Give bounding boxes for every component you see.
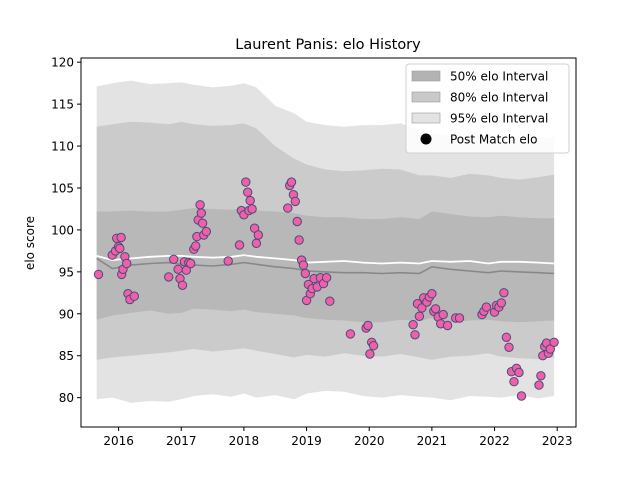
post-match-elo-point (549, 337, 559, 347)
y-tick-label: 80 (59, 391, 74, 405)
legend-label: 95% elo Interval (450, 112, 548, 126)
legend: 50% elo Interval 80% elo Interval 95% elo … (405, 63, 570, 154)
post-match-elo-point (410, 330, 420, 340)
post-match-elo-point (454, 313, 465, 323)
post-match-elo-point (177, 280, 188, 290)
post-match-elo-point (191, 241, 201, 251)
post-match-elo-point (294, 235, 304, 245)
band-50-interval (96, 208, 555, 323)
y-tick-label: 100 (51, 223, 74, 237)
post-match-elo-point (430, 304, 441, 314)
post-match-elo-point (286, 177, 297, 187)
post-match-elo-point (345, 329, 356, 339)
post-match-elo-point (247, 204, 257, 214)
post-match-elo-point (534, 380, 544, 390)
post-match-elo-point (321, 273, 332, 283)
y-tick-label: 115 (51, 98, 74, 112)
post-match-elo-point (325, 296, 335, 306)
axes: 2016 2017 2018 2019 2020 2021 2022 2023 80 85 90 95… (51, 56, 577, 448)
legend-label: Post Match elo (450, 133, 537, 147)
x-tick-label: 2019 (291, 434, 322, 448)
post-match-elo-point (196, 208, 207, 218)
legend-marker (420, 133, 432, 145)
post-match-elo-point (414, 311, 425, 321)
post-match-elo-point (201, 226, 212, 237)
y-tick-label: 85 (59, 349, 74, 363)
post-match-elo-point (234, 240, 245, 250)
x-tick-label: 2020 (354, 434, 385, 448)
post-match-elo-point (115, 243, 125, 254)
legend-swatch (411, 91, 441, 103)
post-match-elo-point (292, 216, 302, 227)
x-tick-label: 2017 (166, 434, 197, 448)
legend-box (405, 63, 570, 154)
y-tick-label: 120 (51, 56, 74, 70)
y-tick-label: 105 (51, 181, 74, 195)
post-match-elo-point (223, 256, 233, 266)
legend-swatch (411, 112, 441, 124)
post-match-elo-point (245, 195, 255, 206)
post-match-elo-point (368, 341, 379, 351)
post-match-elo-point (516, 391, 527, 401)
legend-label: 50% elo Interval (450, 70, 548, 84)
post-match-elo-point (427, 289, 437, 299)
post-match-elo-point (417, 303, 427, 313)
post-match-elo-point (169, 254, 179, 264)
plot-frame (80, 57, 577, 428)
post-match-elo-point (363, 320, 373, 331)
legend-label: 80% elo Interval (450, 91, 548, 105)
post-match-elo-point (195, 200, 205, 210)
post-match-elo-point (481, 302, 492, 312)
post-match-elo-point (514, 367, 524, 378)
post-match-elo-point (365, 349, 375, 359)
post-match-elo-point (438, 309, 448, 320)
plot-area (93, 80, 559, 403)
x-tick-label: 2016 (103, 434, 134, 448)
x-tick-label: 2022 (479, 434, 510, 448)
post-match-elo-point (241, 177, 251, 187)
post-match-elo-point (173, 264, 183, 274)
post-match-elo-point (290, 196, 300, 207)
y-tick-label: 90 (59, 307, 74, 321)
x-tick-label: 2023 (542, 434, 573, 448)
post-match-elo-point (408, 320, 418, 330)
legend-swatch (411, 70, 441, 82)
post-match-elo-point (186, 258, 196, 269)
post-match-elo-point (442, 320, 453, 331)
post-match-elo-point (501, 332, 512, 342)
post-match-elo-point (243, 187, 253, 197)
post-match-elo-point (122, 258, 132, 269)
post-match-elo-point (253, 230, 263, 240)
post-match-elo-point (93, 269, 104, 280)
post-match-elo-point (298, 260, 309, 270)
y-axis-label: elo score (23, 216, 37, 270)
post-match-elo-point (499, 288, 509, 298)
post-match-elo-point (251, 238, 262, 249)
post-match-elo-point (116, 232, 126, 243)
x-tick-label: 2021 (417, 434, 448, 448)
post-match-elo-point (164, 272, 174, 282)
y-tick-label: 95 (59, 265, 74, 279)
post-match-elo-point (536, 371, 546, 381)
post-match-elo-point (197, 218, 208, 228)
y-tick-label: 110 (51, 140, 74, 154)
post-match-elo-point (496, 298, 507, 308)
post-match-elo-point (129, 291, 140, 301)
x-tick-label: 2018 (229, 434, 260, 448)
post-match-elo-point (509, 377, 519, 387)
post-match-elo-point (300, 268, 310, 279)
post-match-elo-point (504, 342, 514, 352)
chart-title: Laurent Panis: elo History (235, 37, 421, 53)
post-match-elo-point (283, 203, 293, 213)
